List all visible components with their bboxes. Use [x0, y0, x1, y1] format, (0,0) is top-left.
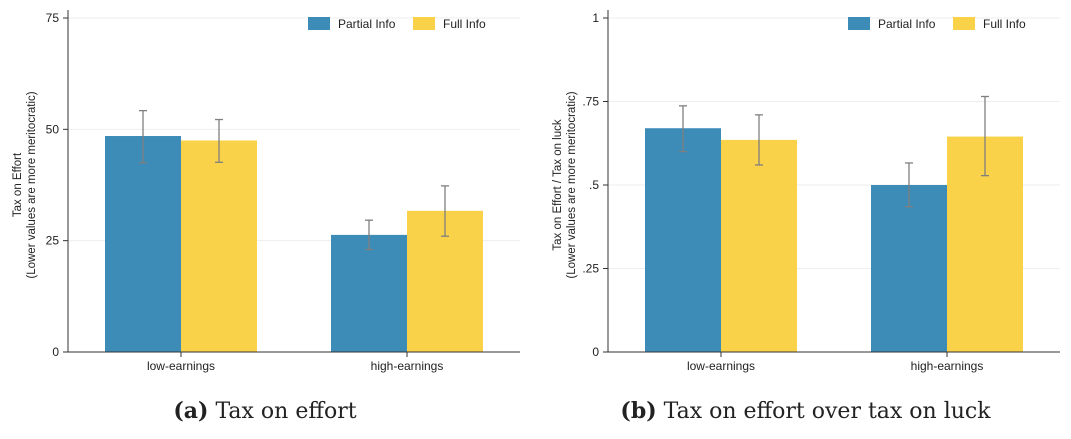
legend-label-partial: Partial Info — [338, 17, 396, 31]
error-bar — [215, 118, 223, 163]
y-tick-label: 75 — [46, 11, 60, 25]
legend-swatch-partial — [308, 17, 330, 30]
y-tick-label: .25 — [582, 262, 599, 276]
chart-panel-a: low-earnings high-earnings 0 25 50 75 Tax on E… — [0, 0, 530, 439]
y-tick-label: 25 — [46, 234, 60, 248]
caption-a: (a) Tax on effort — [0, 398, 530, 424]
y-tick-label: 50 — [46, 122, 60, 136]
legend: Partial Info Full Info — [848, 17, 1026, 31]
x-tick-label: low-earnings — [147, 359, 215, 373]
y-axis-label-line2: (Lower values are more meritocratic) — [566, 91, 578, 278]
y-tick-label: .75 — [582, 95, 599, 109]
legend: Partial Info Full Info — [308, 17, 486, 31]
error-bar — [905, 162, 913, 208]
bar-partial-high-earnings — [331, 234, 407, 352]
y-tick-label: 0 — [592, 345, 599, 359]
bar-partial-low-earnings — [645, 128, 721, 352]
y-tick-label: 1 — [592, 11, 599, 25]
y-tick-label: .5 — [589, 178, 599, 192]
legend-label-full: Full Info — [983, 17, 1026, 31]
caption-b-text: Tax on effort over tax on luck — [663, 399, 991, 424]
error-bar — [755, 114, 763, 166]
bar-full-low-earnings — [721, 139, 797, 352]
caption-a-label: (a) — [173, 398, 209, 424]
y-axis-label-line2: (Lower values are more meritocratic) — [26, 91, 38, 278]
bar-full-low-earnings — [181, 140, 257, 352]
chart-a: low-earnings high-earnings 0 25 50 75 Tax on E… — [12, 10, 520, 373]
error-bar — [441, 185, 449, 237]
bar-partial-low-earnings — [105, 136, 181, 352]
x-tick-label: high-earnings — [911, 359, 984, 373]
legend-label-full: Full Info — [443, 17, 486, 31]
error-bar — [365, 219, 373, 251]
chart-b: low-earnings high-earnings 0 .25 .5 .75 1 Tax o… — [552, 10, 1060, 373]
error-bar — [981, 95, 989, 177]
legend-swatch-full — [953, 17, 975, 30]
y-axis-label-line1: Tax on Effort — [12, 152, 24, 217]
bar-partial-high-earnings — [871, 185, 947, 352]
error-bar — [139, 109, 147, 164]
x-tick-label: high-earnings — [371, 359, 444, 373]
legend-label-partial: Partial Info — [878, 17, 936, 31]
chart-panel-b: low-earnings high-earnings 0 .25 .5 .75 1 Tax o… — [540, 0, 1071, 439]
y-axis-label-line1: Tax on Effort / Tax on luck — [552, 119, 564, 251]
error-bar — [679, 105, 687, 153]
caption-b: (b) Tax on effort over tax on luck — [540, 398, 1071, 424]
caption-a-text: Tax on effort — [215, 399, 357, 424]
caption-b-label: (b) — [620, 398, 657, 424]
y-tick-label: 0 — [52, 345, 59, 359]
legend-swatch-full — [413, 17, 435, 30]
legend-swatch-partial — [848, 17, 870, 30]
x-tick-label: low-earnings — [687, 359, 755, 373]
